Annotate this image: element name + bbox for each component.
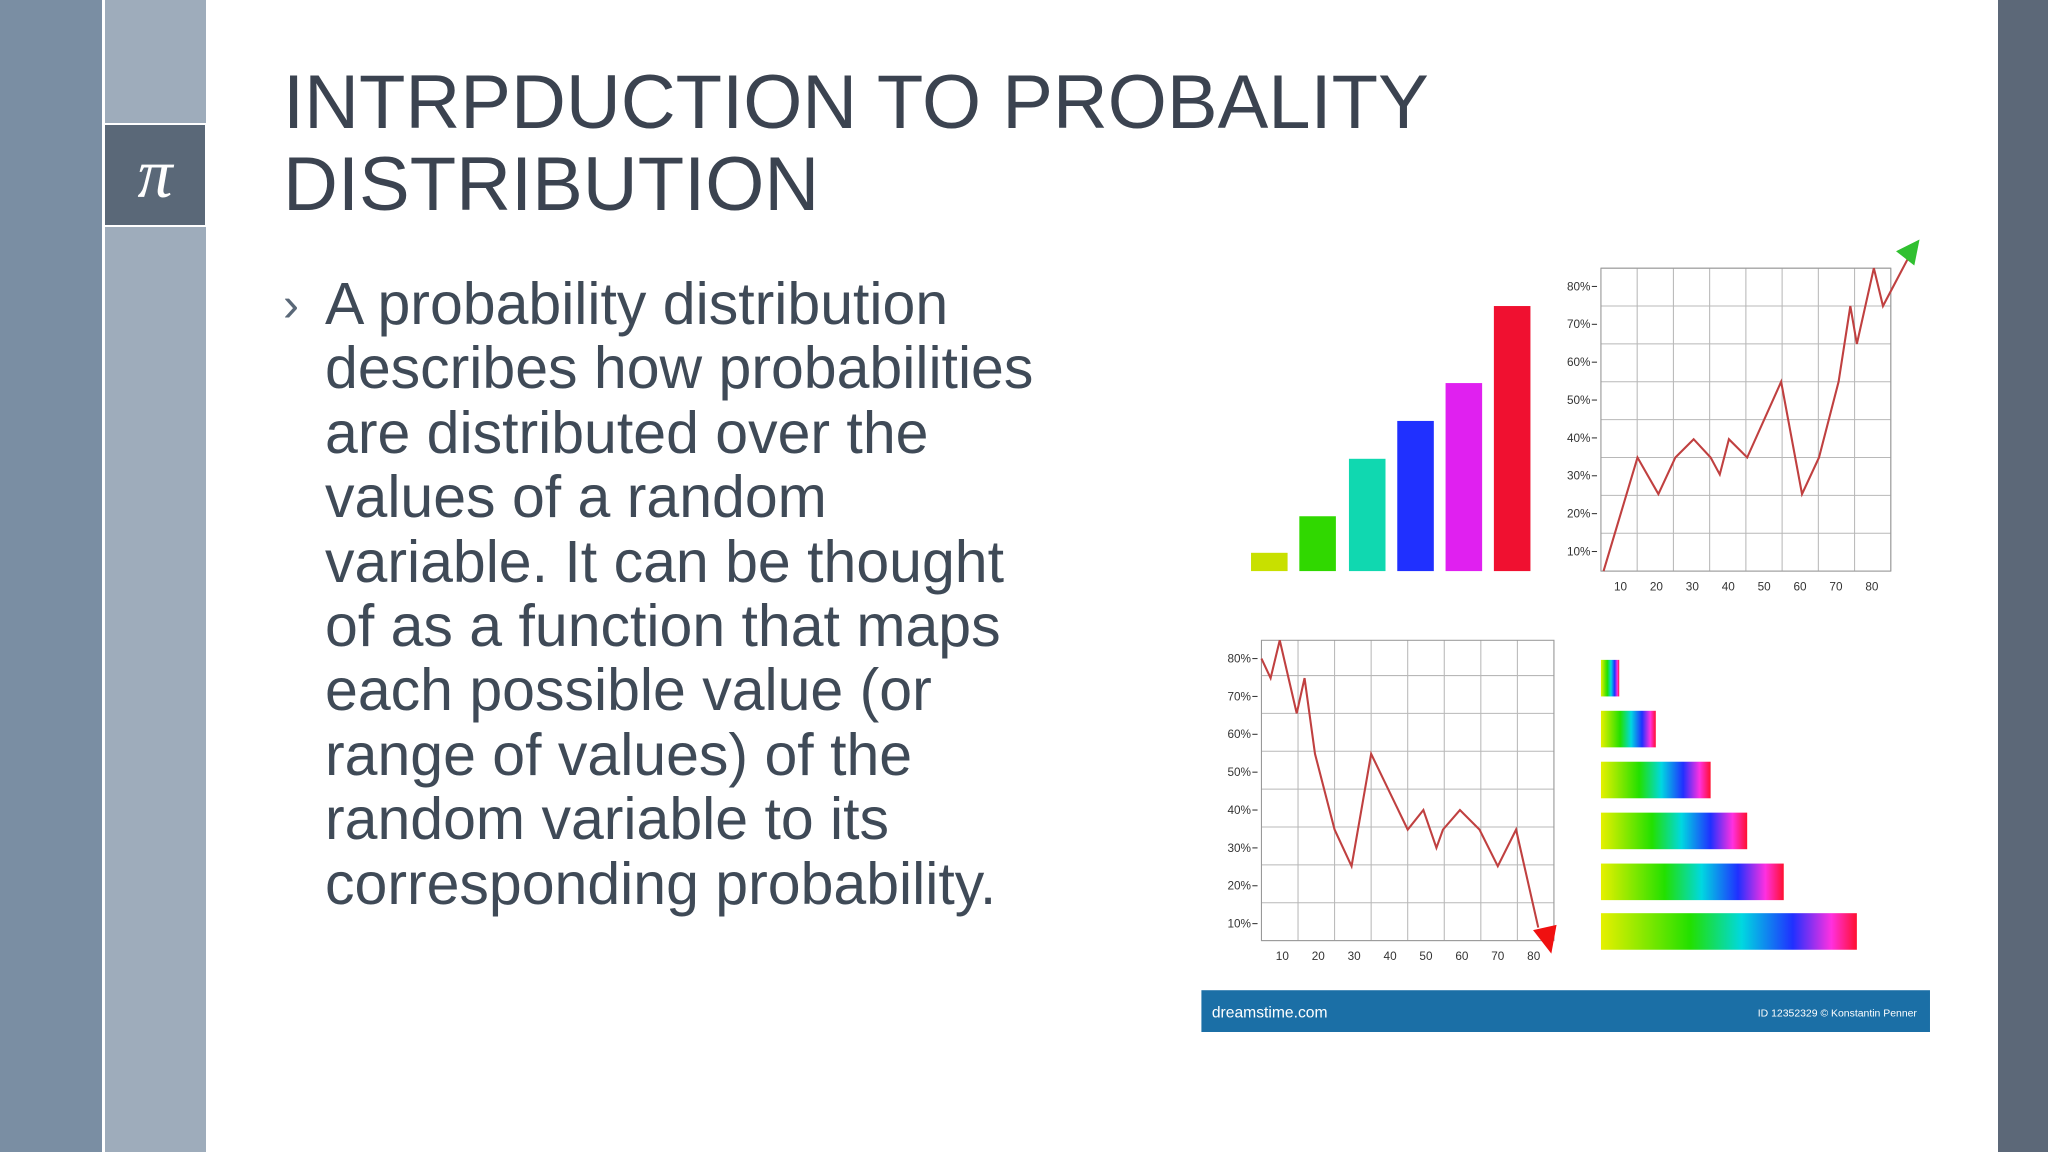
bar-shape — [1600, 913, 1857, 950]
x-tick-label: 60 — [1455, 950, 1469, 963]
y-tick-label: 80% — [1567, 280, 1591, 293]
x-tick-label: 20 — [1650, 581, 1664, 594]
grid-frame — [1260, 639, 1555, 942]
bar-shape — [1397, 420, 1434, 572]
side-strip — [0, 0, 102, 1152]
credit: ID 12352329 © Konstantin Penner — [1758, 1008, 1918, 1019]
y-tick-label: 10% — [1227, 918, 1251, 931]
y-tick-label: 40% — [1567, 432, 1591, 445]
x-tick-label: 30 — [1686, 581, 1700, 594]
x-tick-label: 30 — [1348, 950, 1362, 963]
symbol-box: π — [103, 123, 207, 227]
y-tick-label: 10% — [1567, 545, 1591, 558]
side-strip — [1998, 0, 2048, 1152]
x-tick-label: 50 — [1758, 581, 1772, 594]
y-tick-label: 50% — [1567, 394, 1591, 407]
bar-shape — [1299, 516, 1336, 572]
x-tick-label: 20 — [1312, 950, 1326, 963]
y-tick-label: 70% — [1567, 318, 1591, 331]
x-tick-label: 60 — [1794, 581, 1808, 594]
bar-shape — [1600, 863, 1784, 901]
bar-shape — [1600, 812, 1748, 850]
x-tick-label: 50 — [1419, 950, 1433, 963]
x-tick-label: 70 — [1829, 581, 1843, 594]
image-background — [1201, 229, 1933, 1032]
bar-shape — [1348, 458, 1386, 572]
y-tick-label: 20% — [1567, 508, 1591, 521]
watermark: dreamstime.com — [1212, 1005, 1328, 1022]
y-tick-label: 50% — [1227, 766, 1251, 779]
arrow-head — [1896, 239, 1920, 266]
grids: 80% 70% 60% 50% 40% 30% 20% 10% 10 20 30 40 50 60 70 80… — [1227, 267, 1892, 963]
y-tick-label: 80% — [1227, 652, 1251, 665]
y-tick-label: 30% — [1567, 470, 1591, 483]
y-tick-label: 30% — [1227, 842, 1251, 855]
bar-shape — [1493, 306, 1531, 572]
bar-shape — [1600, 761, 1711, 799]
bar-shape — [1600, 710, 1656, 748]
y-tick-label: 60% — [1227, 728, 1251, 741]
y-tick-label: 60% — [1567, 356, 1591, 369]
horizontal-bars — [1600, 659, 1857, 950]
bar-shape — [1600, 659, 1620, 697]
x-tick-label: 80 — [1527, 950, 1541, 963]
bullet-text: A probability distribution describes how… — [325, 271, 1034, 917]
x-tick-label: 40 — [1722, 581, 1736, 594]
x-tick-label: 80 — [1865, 581, 1879, 594]
bar-shape — [1445, 383, 1483, 572]
image-footer — [1201, 990, 1930, 1032]
illustration: 80% 70% 60% 50% 40% 30% 20% 10% 10 20 30 40 50 60 70 80… — [1201, 229, 1933, 1032]
x-tick-label: 10 — [1276, 950, 1290, 963]
y-tick-label: 70% — [1227, 690, 1251, 703]
bullet-marker: › — [283, 279, 299, 332]
arrow-head — [1533, 924, 1557, 954]
falling-line — [1260, 640, 1540, 928]
grid-frame — [1600, 267, 1892, 572]
slide-title: INTRPDUCTION TO PROBALITY DISTRIBUTION — [283, 60, 1428, 227]
y-tick-label: 40% — [1227, 804, 1251, 817]
strip-divider — [102, 0, 105, 1152]
x-tick-label: 70 — [1491, 950, 1505, 963]
x-tick-label: 10 — [1614, 581, 1628, 594]
x-tick-label: 40 — [1384, 950, 1398, 963]
y-tick-label: 20% — [1227, 880, 1251, 893]
rising-line — [1602, 255, 1911, 572]
bar-shape — [1251, 552, 1288, 572]
vertical-bars — [1251, 306, 1531, 572]
